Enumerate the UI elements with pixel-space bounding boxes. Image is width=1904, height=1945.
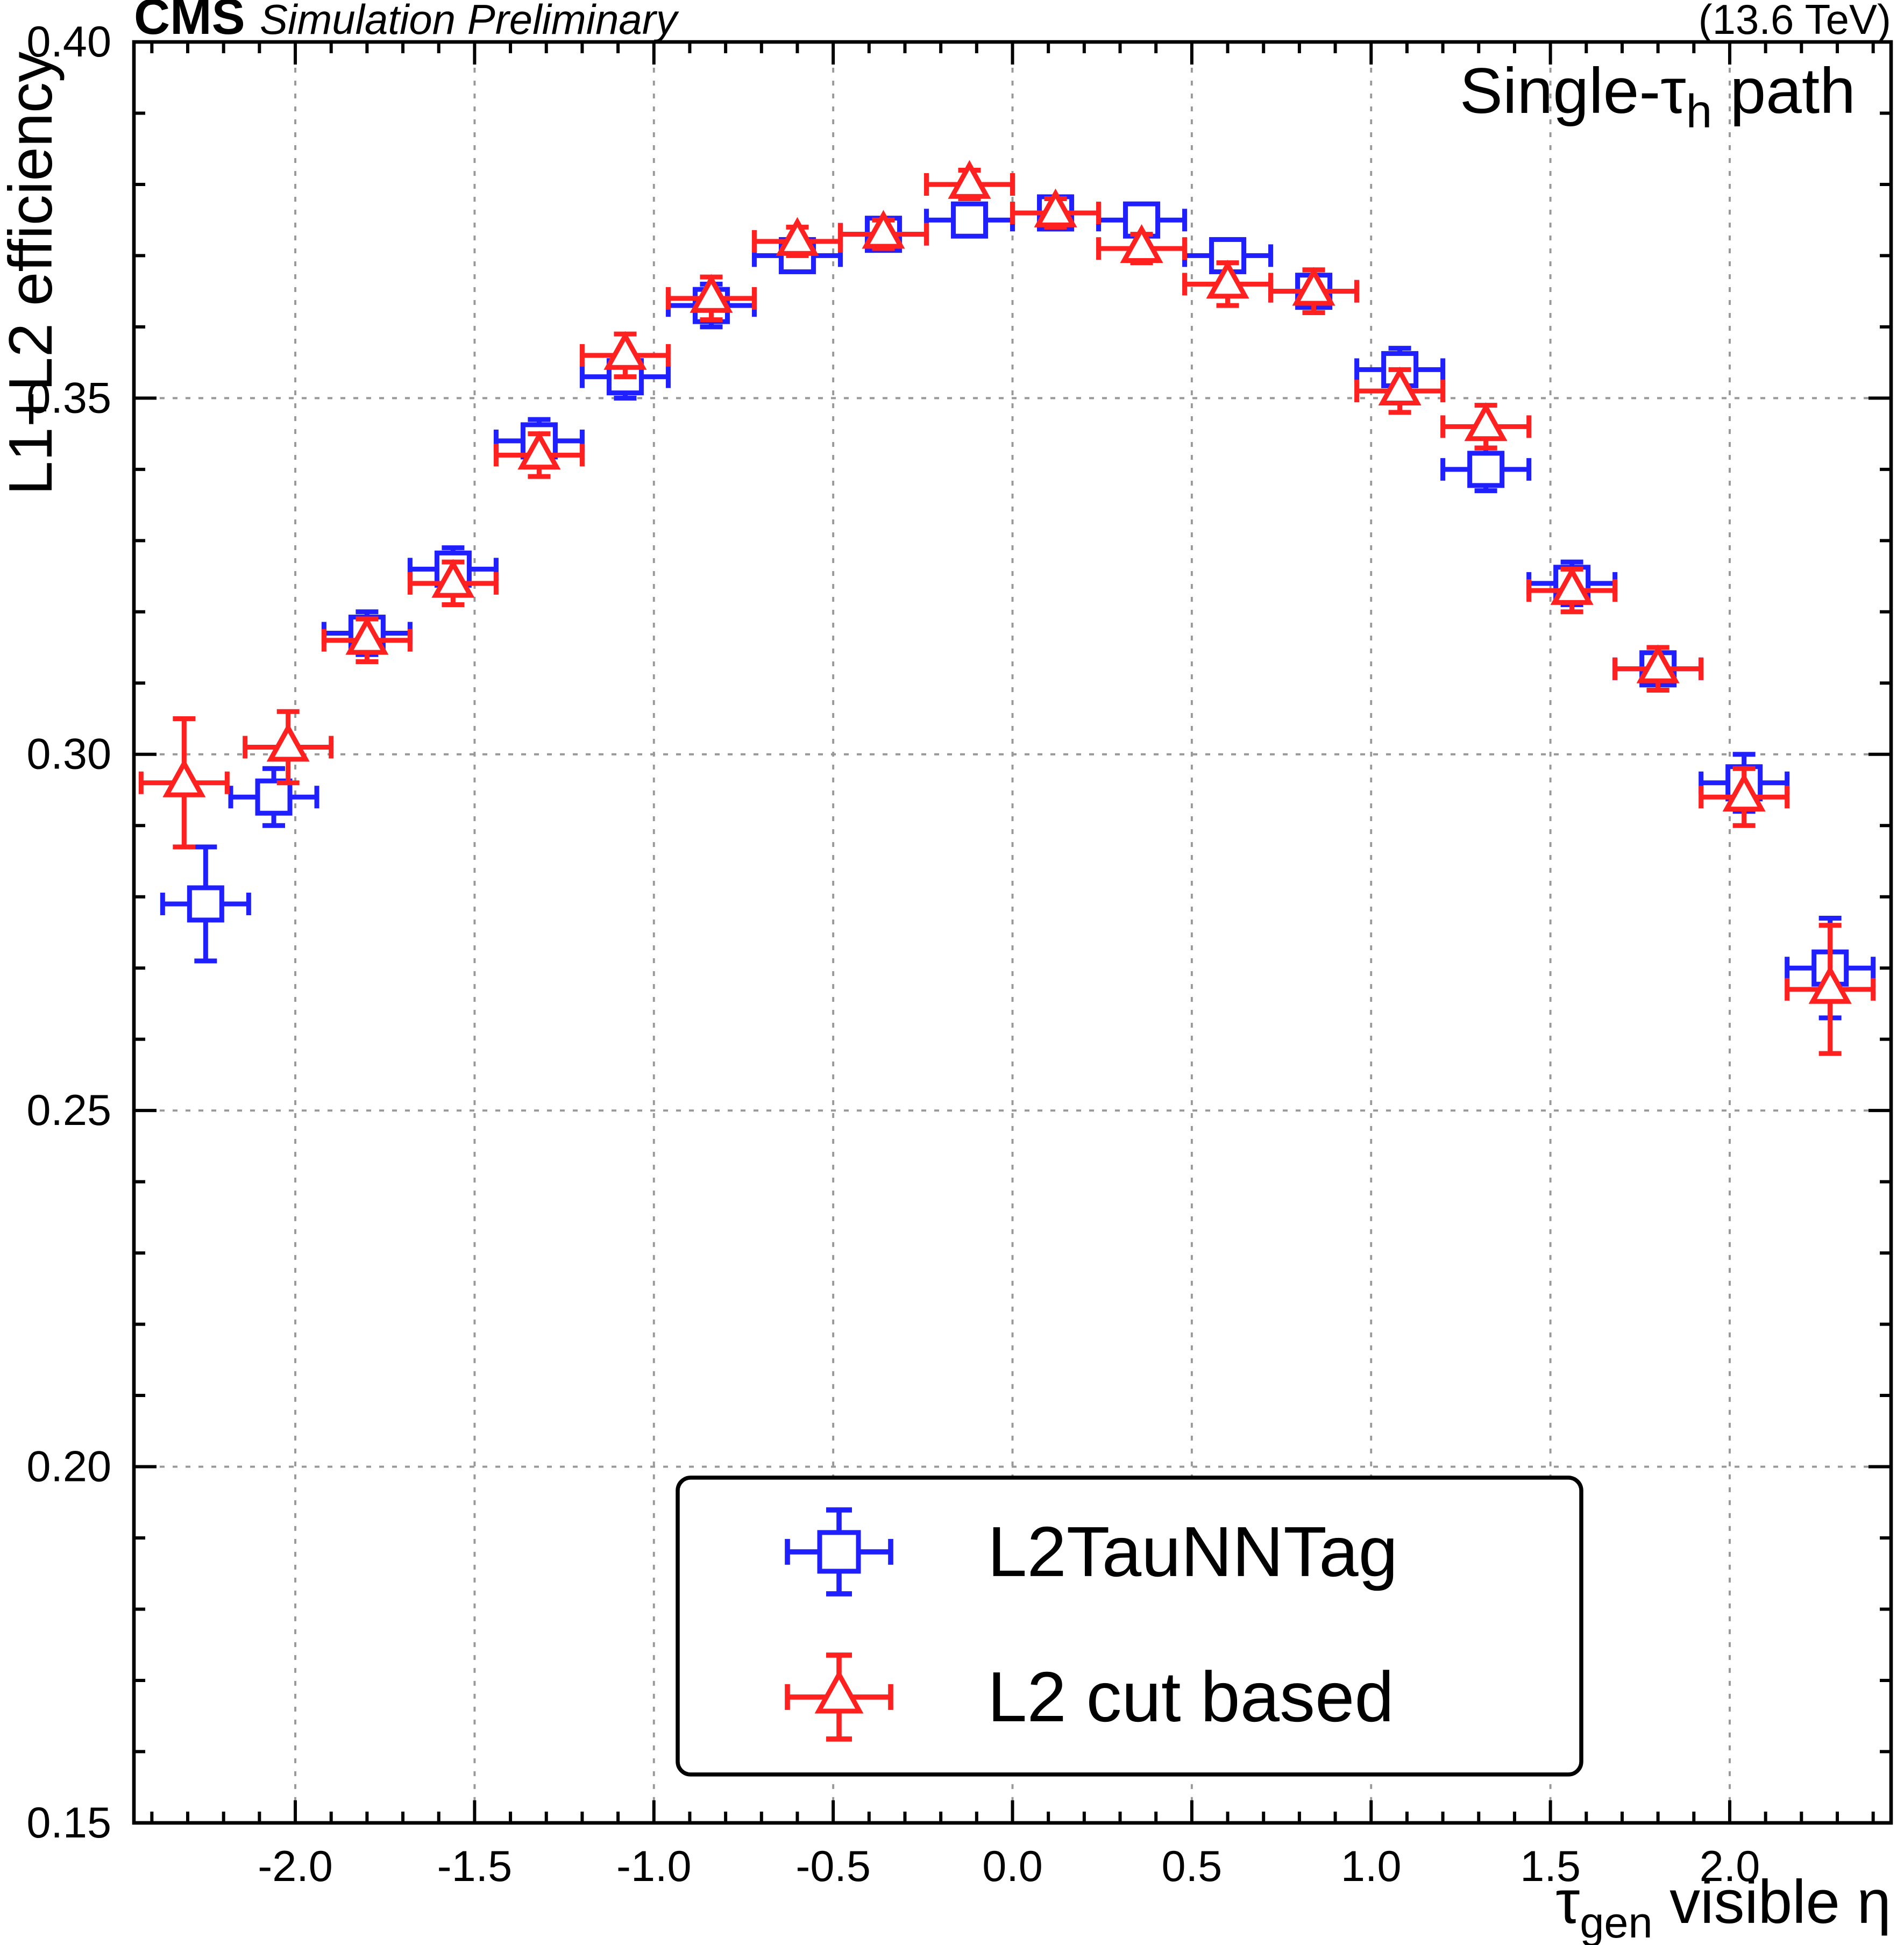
- x-tick-label: 0.0: [982, 1842, 1043, 1891]
- data-point-marker: [431, 559, 475, 598]
- data-point-marker: [1206, 260, 1249, 299]
- x-tick-label: 2.0: [1700, 1842, 1760, 1891]
- x-tick-label: 0.5: [1162, 1842, 1223, 1891]
- data-point-marker: [187, 885, 224, 923]
- x-tick-label: -1.0: [616, 1842, 692, 1891]
- data-point-marker: [603, 331, 647, 370]
- x-tick-label: -2.0: [258, 1842, 333, 1891]
- data-point-marker: [345, 616, 389, 655]
- data-point-marker: [776, 217, 819, 256]
- annotation-path-label: Single-τh path: [1460, 55, 1856, 138]
- y-tick-label: 0.40: [26, 18, 111, 66]
- data-point-marker: [1636, 644, 1680, 683]
- y-tick-labels: 0.15 0.20 0.25 0.30 0.35 0.40: [26, 18, 111, 1847]
- data-point-marker: [1034, 188, 1077, 227]
- data-point-marker: [1808, 965, 1852, 1004]
- legend-box: [676, 1476, 1583, 1777]
- legend-entry: [785, 1507, 893, 1597]
- legend-label: L2 cut based: [987, 1657, 1394, 1736]
- data-point-marker: [817, 1530, 861, 1574]
- gridlines: [134, 41, 1891, 1823]
- data-point-marker: [814, 1669, 864, 1714]
- x-axis-title: τgen visible η: [1555, 1868, 1891, 1945]
- data-point-marker: [1722, 772, 1766, 812]
- x-tick-label: -1.5: [437, 1842, 513, 1891]
- y-tick-label: 0.15: [26, 1799, 111, 1847]
- data-point-marker: [1467, 451, 1505, 488]
- data-point-marker: [255, 778, 293, 816]
- data-point-marker: [1123, 201, 1161, 239]
- data-point-marker: [266, 723, 310, 762]
- data-point-marker: [1550, 566, 1594, 605]
- data-point-marker: [690, 274, 733, 313]
- y-tick-label: 0.25: [26, 1086, 111, 1135]
- header-context: Simulation Preliminary: [260, 0, 679, 43]
- data-point-marker: [1120, 224, 1163, 263]
- x-tick-label: 1.5: [1520, 1842, 1581, 1891]
- y-tick-label: 0.30: [26, 730, 111, 779]
- y-axis-title: L1+L2 efficiency: [0, 52, 65, 495]
- y-tick-label: 0.20: [26, 1443, 111, 1491]
- data-point-marker: [950, 201, 988, 239]
- header-experiment: CMS: [134, 0, 245, 45]
- x-tick-label: -0.5: [795, 1842, 871, 1891]
- y-tick-label: 0.35: [26, 374, 111, 422]
- header-energy: (13.6 TeV): [1699, 0, 1891, 43]
- legend: L2TauNNTag L2 cut based: [676, 1476, 1583, 1777]
- data-point-marker: [162, 758, 206, 797]
- legend-entry: [785, 1652, 893, 1742]
- x-tick-labels: -2.0 -1.5 -1.0 -0.5 0.0 0.5 1.0 1.5 2.0: [258, 1842, 1760, 1891]
- x-tick-label: 1.0: [1341, 1842, 1402, 1891]
- data-point-marker: [948, 160, 991, 199]
- data-point-marker: [862, 210, 905, 249]
- data-point-marker: [1378, 366, 1422, 405]
- series-l2-cut-based: [138, 160, 1876, 1056]
- data-point-marker: [1464, 402, 1508, 441]
- data-point-marker: [1292, 267, 1335, 306]
- legend-label: L2TauNNTag: [987, 1512, 1398, 1591]
- data-point-marker: [517, 431, 561, 470]
- axis-ticks: [134, 40, 1891, 1825]
